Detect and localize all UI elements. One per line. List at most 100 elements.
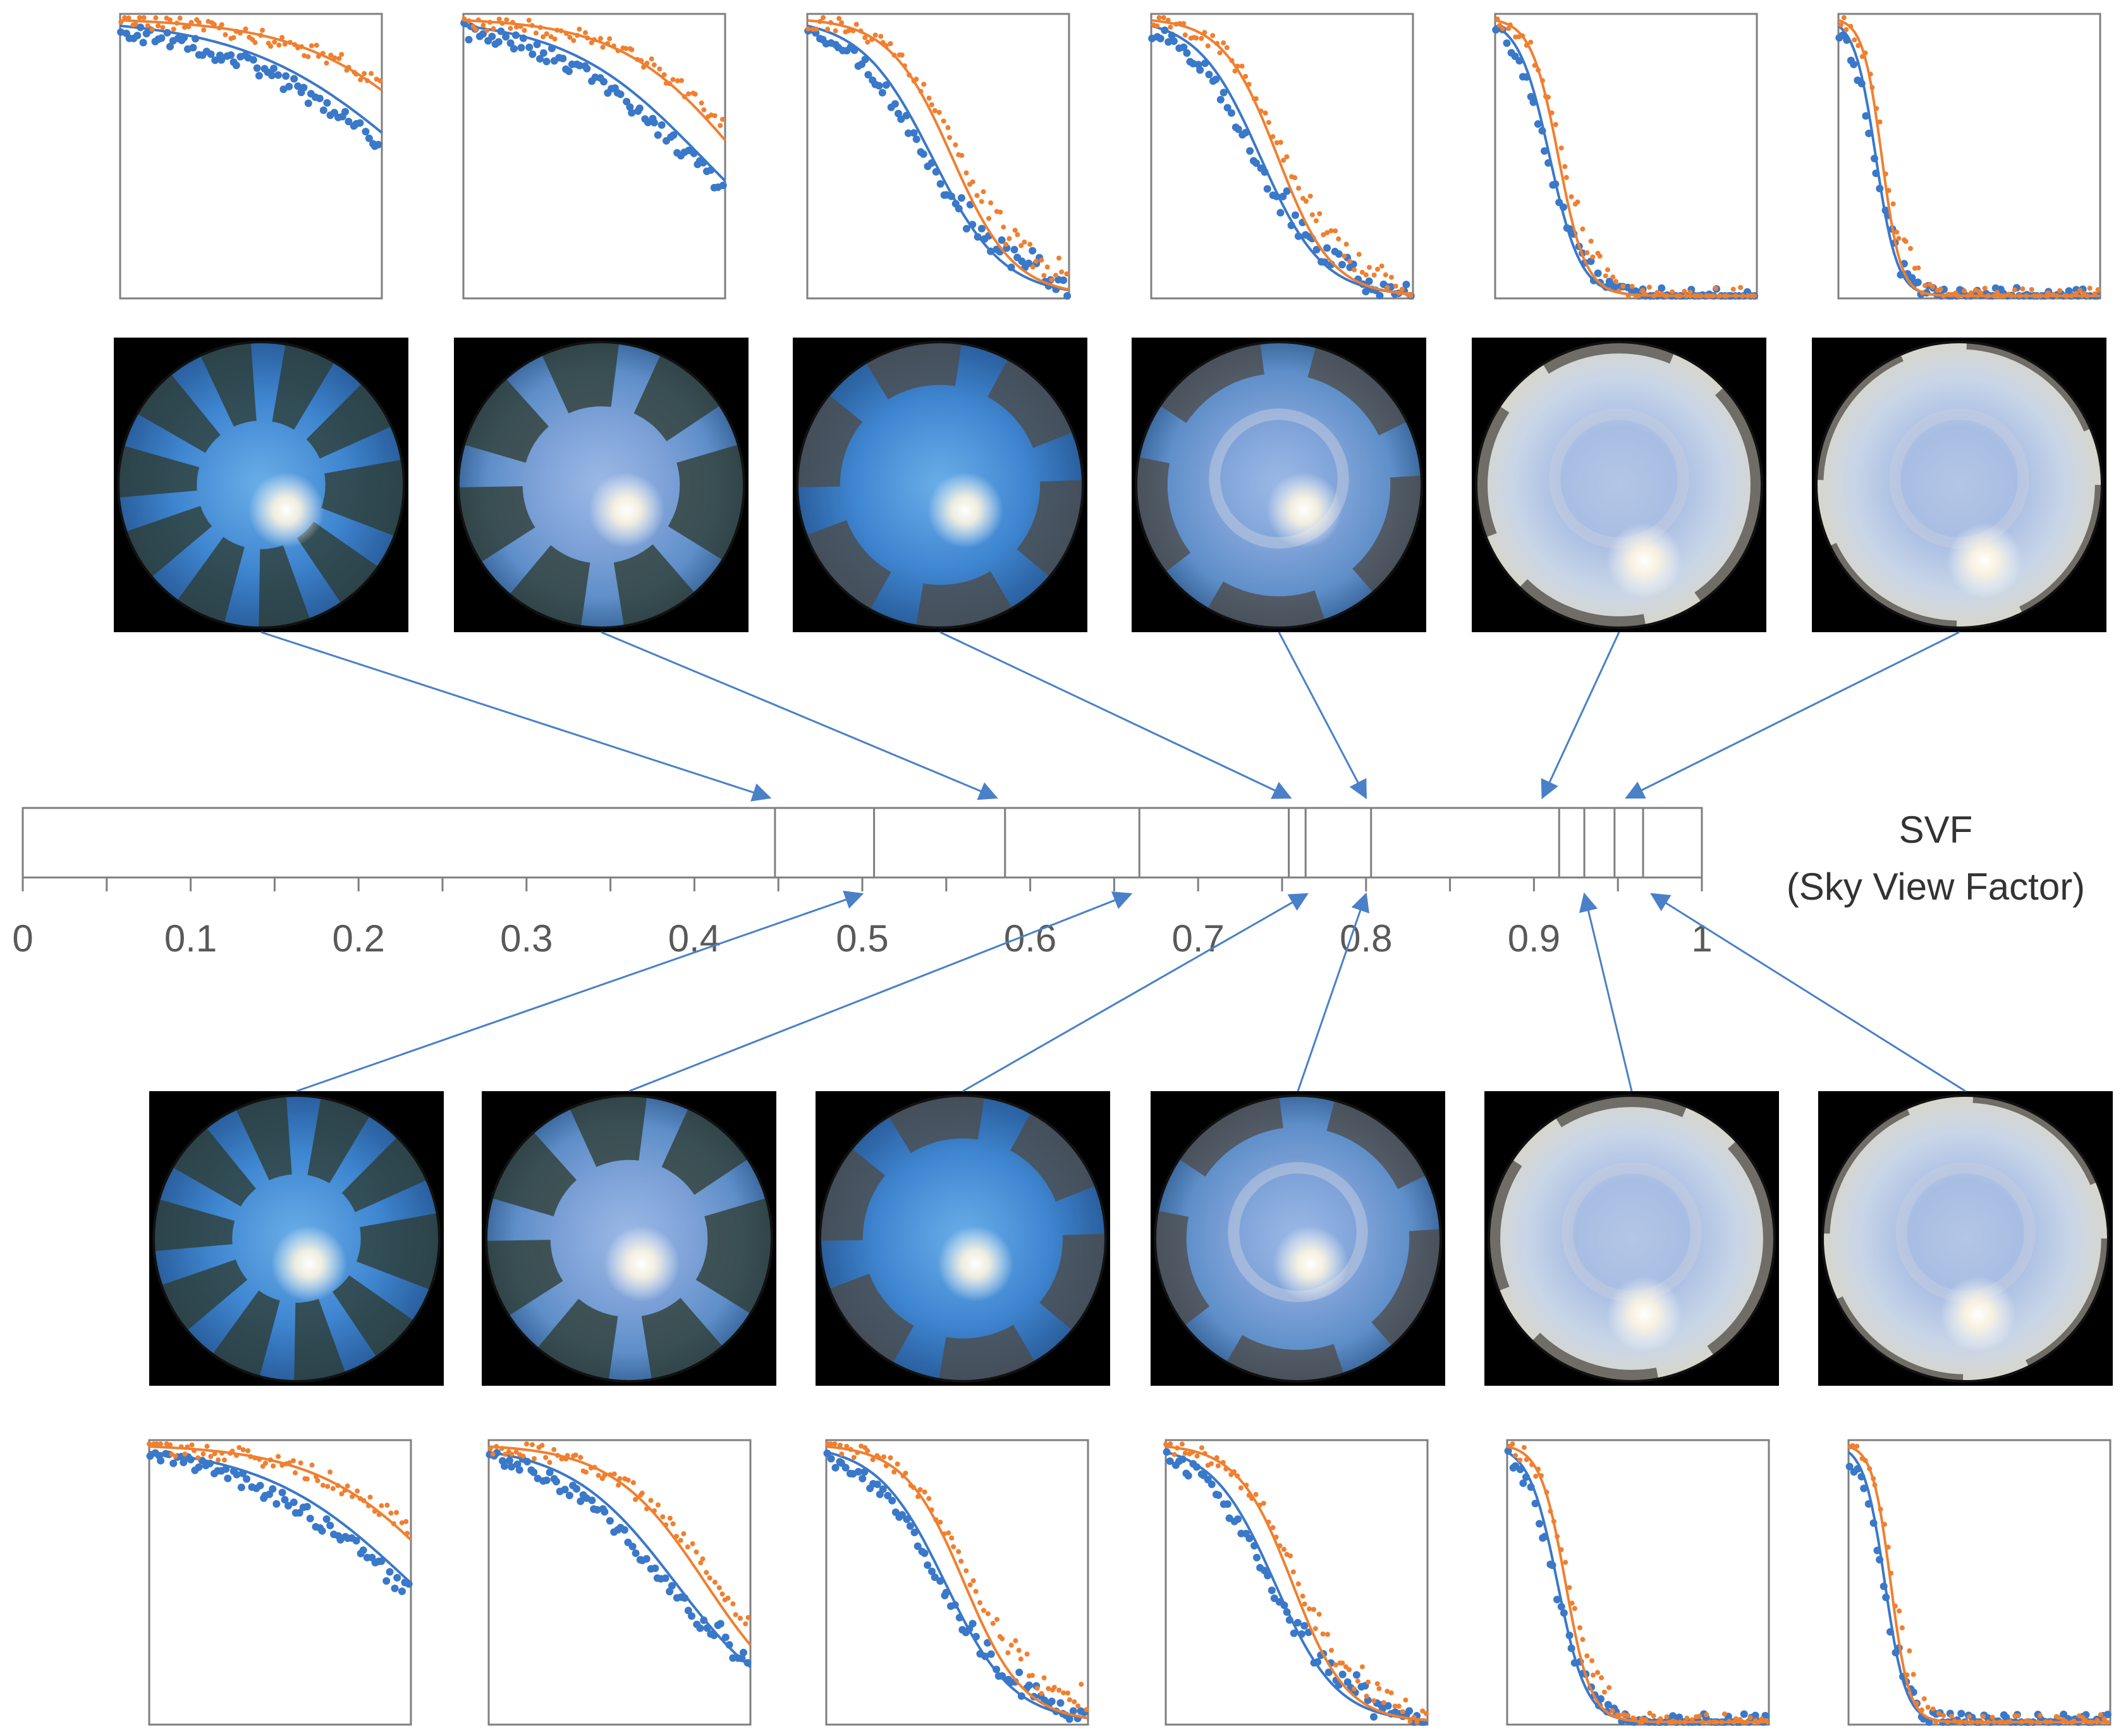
data-point-blue: [1264, 1572, 1272, 1580]
data-point-orange: [1328, 228, 1334, 233]
data-point-orange: [377, 78, 383, 83]
data-point-orange: [828, 1441, 833, 1446]
data-point-orange: [314, 42, 319, 48]
data-point-orange: [330, 1486, 336, 1491]
data-point-orange: [921, 82, 927, 87]
data-point-blue: [1886, 1628, 1894, 1636]
data-point-blue: [1365, 277, 1373, 285]
data-point-orange: [1538, 1473, 1544, 1479]
connector-arrow: [1650, 893, 1966, 1092]
data-point-blue: [827, 1455, 835, 1463]
data-point-orange: [651, 62, 657, 68]
data-point-orange: [1524, 42, 1529, 48]
data-point-orange: [1202, 30, 1207, 35]
data-point-orange: [1205, 43, 1211, 49]
data-point-blue: [270, 64, 278, 73]
data-point-blue: [1285, 1616, 1293, 1624]
profile-chart-frame: [1150, 13, 1414, 300]
data-point-orange: [1500, 26, 1505, 32]
data-point-orange: [1229, 58, 1235, 63]
data-point-orange: [315, 1478, 321, 1483]
data-point-blue: [542, 58, 551, 66]
data-point-blue: [239, 1469, 247, 1477]
data-point-orange: [1639, 1716, 1645, 1721]
data-point-blue: [891, 100, 899, 108]
data-point-blue: [529, 50, 537, 58]
data-point-orange: [141, 15, 147, 20]
data-point-blue: [224, 1474, 232, 1482]
sun-glare: [927, 472, 1003, 548]
data-point-orange: [805, 26, 811, 32]
data-point-orange: [158, 1441, 163, 1446]
data-point-blue: [1515, 57, 1524, 65]
data-point-orange: [339, 52, 345, 58]
data-point-orange: [692, 91, 698, 97]
data-point-blue: [345, 118, 353, 126]
fisheye-edge: [1815, 341, 2103, 629]
data-point-blue: [217, 56, 226, 64]
data-point-orange: [663, 1522, 669, 1527]
data-point-orange: [350, 1494, 355, 1500]
data-point-orange: [888, 41, 893, 46]
data-point-orange: [1885, 1544, 1891, 1550]
data-point-orange: [1223, 1466, 1229, 1472]
data-point-orange: [222, 1457, 227, 1463]
data-point-orange: [403, 1519, 409, 1524]
data-point-orange: [936, 109, 942, 115]
data-point-orange: [320, 1482, 326, 1488]
data-point-orange: [1991, 293, 1997, 298]
data-point-blue: [1522, 1473, 1530, 1481]
data-point-blue: [651, 1564, 659, 1572]
data-point-blue: [1897, 271, 1905, 279]
data-point-blue: [565, 1491, 573, 1500]
connector-arrow: [628, 891, 1133, 1092]
data-point-orange: [1024, 1651, 1030, 1657]
data-point-blue: [1862, 112, 1870, 120]
data-point-orange: [1859, 54, 1865, 59]
data-point-orange: [1304, 199, 1309, 204]
data-point-orange: [743, 1621, 749, 1627]
data-point-blue: [1865, 130, 1873, 137]
data-point-orange: [1190, 1449, 1195, 1455]
data-point-orange: [945, 125, 951, 130]
data-point-blue: [987, 1650, 995, 1658]
data-point-orange: [641, 64, 646, 70]
svf-tick-label: 0.5: [836, 917, 888, 960]
data-point-blue: [583, 64, 591, 73]
data-point-orange: [1616, 288, 1622, 294]
data-point-orange: [1625, 293, 1631, 298]
data-point-orange: [2020, 286, 2026, 291]
data-point-orange: [260, 27, 266, 33]
svf-tick-label: 0.1: [164, 917, 217, 960]
data-point-orange: [248, 1454, 254, 1459]
data-point-orange: [292, 42, 298, 47]
data-point-orange: [970, 1578, 976, 1584]
data-point-orange: [541, 34, 546, 40]
data-point-orange: [1617, 1713, 1622, 1718]
data-point-blue: [1857, 80, 1866, 88]
data-point-orange: [1759, 1716, 1764, 1722]
data-point-blue: [253, 64, 261, 72]
data-point-orange: [891, 1469, 897, 1475]
data-point-orange: [1536, 1466, 1541, 1472]
data-point-blue: [319, 106, 327, 114]
data-point-orange: [977, 1600, 982, 1606]
data-point-orange: [473, 27, 479, 32]
data-point-blue: [1252, 159, 1261, 167]
fisheye-obstruction: [118, 342, 405, 628]
data-point-orange: [583, 30, 588, 35]
data-point-orange: [524, 1441, 529, 1446]
data-point-orange: [1324, 230, 1330, 235]
data-point-orange: [1897, 1608, 1902, 1614]
data-point-orange: [1342, 254, 1347, 259]
data-point-orange: [644, 1506, 649, 1512]
data-point-orange: [1955, 293, 1961, 298]
data-point-orange: [2000, 1719, 2005, 1725]
data-point-blue: [1214, 1491, 1223, 1499]
data-point-orange: [522, 28, 527, 33]
data-point-blue: [1180, 43, 1188, 51]
data-point-orange: [600, 44, 606, 50]
data-point-blue: [841, 1464, 850, 1472]
data-point-orange: [302, 53, 307, 58]
data-point-orange: [1747, 1715, 1753, 1720]
